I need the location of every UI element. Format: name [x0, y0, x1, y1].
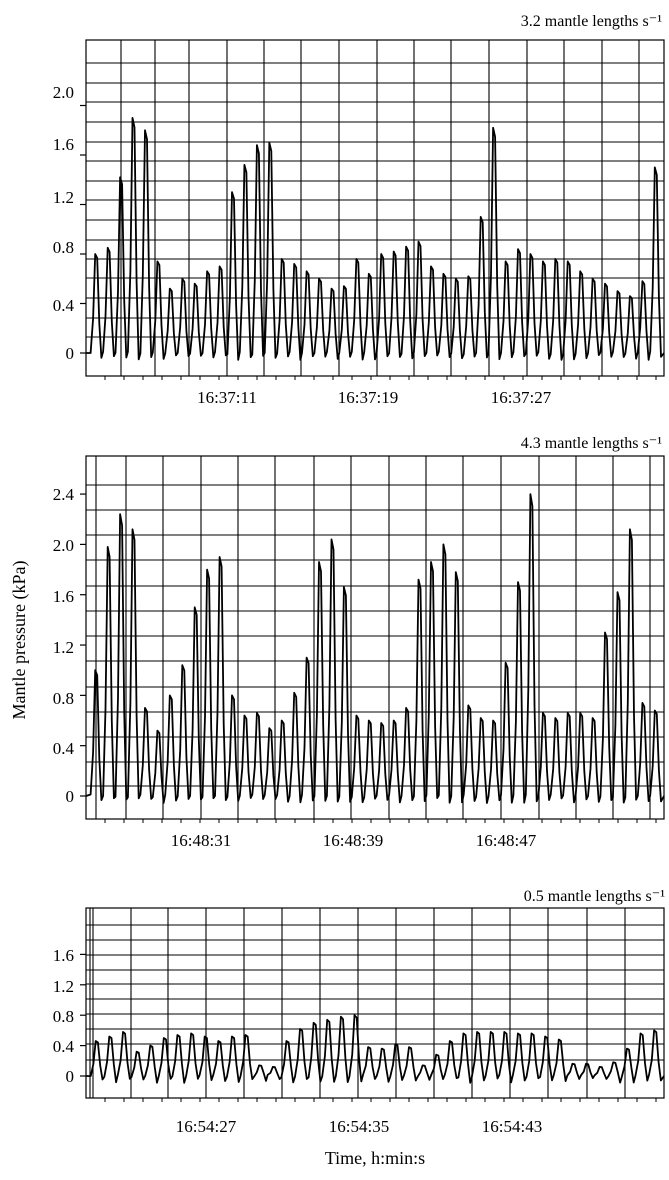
- y-tick-label: 1.6: [53, 135, 74, 154]
- x-axis-title: Time, h:min:s: [325, 1148, 425, 1168]
- x-tick-label: 16:54:43: [482, 1117, 542, 1136]
- x-tick-label: 16:54:35: [329, 1117, 389, 1136]
- x-tick-label: 16:54:27: [176, 1117, 237, 1136]
- y-tick-label: 0.4: [53, 1037, 75, 1056]
- x-tick-label: 16:48:47: [476, 831, 537, 850]
- y-tick-label: 1.6: [53, 587, 74, 606]
- x-tick-label: 16:48:31: [171, 831, 231, 850]
- y-tick-label: 0.4: [53, 739, 75, 758]
- y-tick-label: 0.4: [53, 296, 75, 315]
- y-tick-label: 2.4: [53, 485, 75, 504]
- panel-title: 0.5 mantle lengths s⁻¹: [524, 888, 665, 905]
- y-tick-label: 1.2: [53, 638, 74, 657]
- vertical-grid: [120, 40, 640, 376]
- y-tick-label: 2.0: [53, 83, 74, 102]
- x-tick-label: 16:37:11: [197, 388, 257, 407]
- y-tick-label: 0.8: [53, 238, 74, 257]
- y-tick-label: 0: [66, 1067, 75, 1086]
- horizontal-grid: [86, 907, 664, 1061]
- y-tick-label: 1.2: [53, 977, 74, 996]
- panel-title: 4.3 mantle lengths s⁻¹: [521, 435, 662, 452]
- pressure-trace: [86, 117, 665, 361]
- x-tick-marks: [104, 376, 657, 380]
- y-tick-label: 2.0: [53, 536, 74, 555]
- pressure-trace: [85, 1014, 665, 1084]
- y-tick-label: 0: [66, 344, 75, 363]
- panel-2: 4.3 mantle lengths s⁻¹ 0 0.4 0.8 1.2 1.6…: [9, 435, 665, 850]
- horizontal-grid: [86, 455, 664, 787]
- y-tick-label: 0: [66, 787, 75, 806]
- y-tick-marks: [80, 493, 86, 797]
- panel-1: 3.2 mantle lengths s⁻¹ 0 0.4 0.8 1.2 1.6…: [53, 13, 665, 407]
- x-tick-marks: [104, 1098, 657, 1102]
- vertical-grid: [95, 456, 651, 819]
- y-tick-label: 0.8: [53, 1007, 74, 1026]
- pressure-trace: [85, 493, 665, 804]
- vertical-grid: [89, 908, 626, 1098]
- panel-3: 0.5 mantle lengths s⁻¹ 0 0.4 0.8 1.2 1.6…: [53, 888, 665, 1168]
- trace-line: [85, 1014, 665, 1084]
- y-tick-label: 1.2: [53, 188, 74, 207]
- trace-line: [86, 117, 665, 361]
- y-tick-label: 1.6: [53, 946, 74, 965]
- x-tick-marks: [104, 819, 657, 823]
- x-tick-label: 16:48:39: [323, 831, 383, 850]
- y-tick-marks: [80, 953, 86, 1077]
- trace-line: [85, 493, 665, 804]
- y-tick-label: 0.8: [53, 689, 74, 708]
- panel-title: 3.2 mantle lengths s⁻¹: [521, 13, 662, 30]
- plot-frame: [85, 907, 665, 1099]
- x-tick-label: 16:37:19: [338, 388, 398, 407]
- y-tick-marks: [80, 104, 86, 354]
- y-axis-title: Mantle pressure (kPa): [9, 561, 30, 720]
- x-tick-label: 16:37:27: [491, 388, 552, 407]
